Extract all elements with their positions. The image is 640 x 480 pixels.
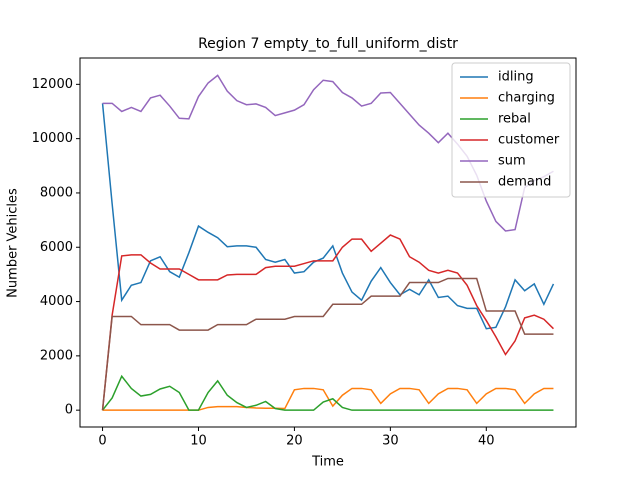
y-axis-label: Number Vehicles — [6, 188, 21, 298]
x-tick-label: 0 — [98, 434, 106, 449]
y-tick-label: 10000 — [32, 131, 73, 146]
series-line — [101, 374, 554, 411]
y-tick-label: 4000 — [40, 294, 73, 309]
series-line — [102, 387, 554, 411]
y-tick-label: 8000 — [40, 185, 73, 200]
plot-frame — [79, 57, 577, 428]
legend-label: customer — [498, 133, 560, 148]
series-line — [101, 234, 554, 411]
y-tick-label: 6000 — [40, 240, 73, 255]
y-tick-label: 0 — [65, 403, 73, 418]
x-axis-label: Time — [311, 455, 344, 470]
x-tick-label: 40 — [478, 434, 495, 449]
legend-label: charging — [498, 91, 555, 106]
y-tick-label: 12000 — [32, 77, 73, 92]
y-tick-label: 2000 — [40, 348, 73, 363]
x-tick-label: 10 — [190, 434, 207, 449]
x-tick-label: 30 — [382, 434, 399, 449]
x-tick-label: 20 — [286, 434, 303, 449]
legend-label: sum — [498, 154, 526, 169]
series-line — [101, 103, 555, 330]
series-line — [101, 277, 554, 411]
legend-label: rebal — [498, 112, 531, 127]
chart-title: Region 7 empty_to_full_uniform_distr — [198, 36, 458, 52]
legend-box — [451, 62, 571, 198]
legend-label: demand — [498, 175, 551, 190]
legend-label: idling — [498, 70, 534, 85]
